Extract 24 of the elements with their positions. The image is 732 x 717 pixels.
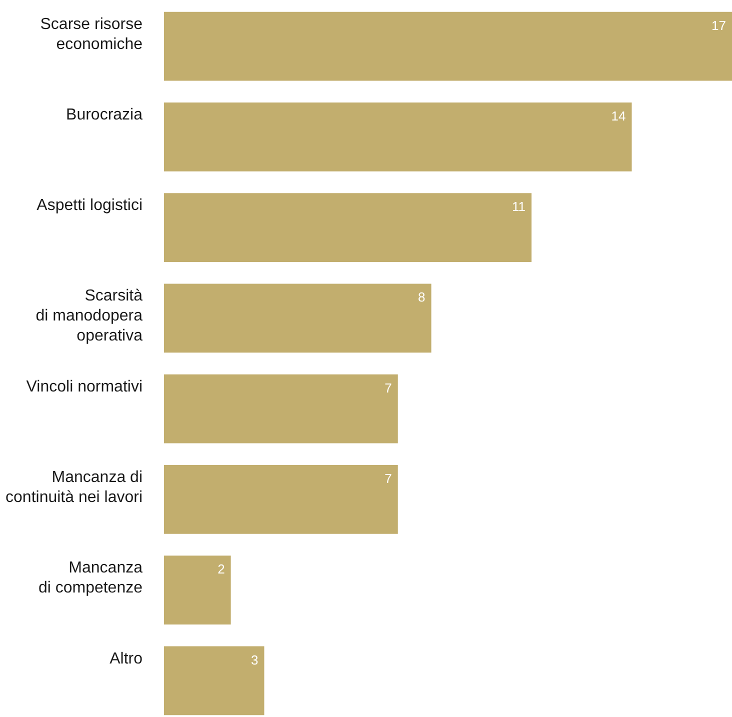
y-tick-label: Mancanza di continuità nei lavori [6, 469, 142, 506]
y-tick-label: Mancanza di competenze [38, 560, 143, 597]
y-tick-label: Scarsità di manodopera operativa [36, 288, 143, 345]
bar [164, 102, 632, 172]
y-tick-label: Vincoli normativi [26, 378, 142, 396]
data-label: 7 [384, 380, 392, 396]
bar [164, 374, 398, 444]
data-label: 2 [218, 562, 225, 577]
y-tick-label: Scarse risorse economiche [40, 16, 143, 53]
y-tick-label: Burocrazia [66, 106, 143, 124]
bar [164, 646, 264, 716]
bar [164, 556, 231, 625]
data-label: 11 [512, 199, 526, 214]
bar [164, 465, 398, 534]
bar [164, 193, 532, 262]
y-tick-label: Aspetti logistici [36, 197, 142, 214]
bar [164, 284, 432, 353]
data-label: 8 [418, 290, 426, 305]
bar [164, 12, 732, 81]
y-tick-label: Altro [110, 650, 143, 668]
data-label: 7 [384, 471, 392, 486]
data-label: 3 [251, 652, 258, 668]
data-label: 17 [712, 18, 726, 33]
data-label: 14 [611, 108, 626, 124]
